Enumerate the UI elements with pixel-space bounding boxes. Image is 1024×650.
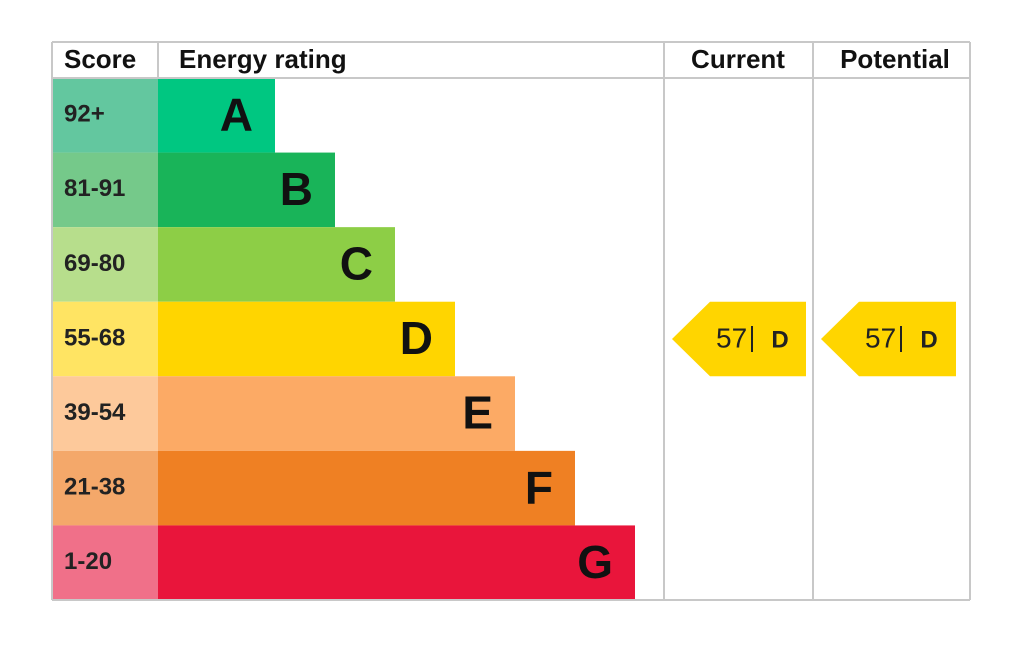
rating-bar (158, 152, 335, 228)
rating-letter: F (525, 461, 553, 513)
score-header: Score (64, 44, 136, 74)
rating-value: 57 (865, 322, 896, 353)
score-cell (52, 525, 158, 600)
score-cell (52, 450, 158, 526)
score-range: 92+ (64, 101, 105, 128)
rating-bar (158, 376, 515, 451)
rating-value: 57 (716, 322, 747, 353)
score-cell (52, 227, 158, 302)
rating-letter-small: D (920, 326, 937, 353)
score-range: 21-38 (64, 473, 125, 500)
rating-bar (158, 525, 635, 600)
current-header: Current (691, 44, 785, 74)
score-range: 69-80 (64, 250, 125, 277)
rating-letter: D (400, 312, 433, 364)
rating-bar (158, 78, 275, 153)
rating-bar (158, 450, 575, 526)
rating-letter: G (577, 536, 613, 588)
rating-bar (158, 227, 395, 302)
rating-letter: B (280, 163, 313, 215)
score-cell (52, 78, 158, 153)
score-cell (52, 301, 158, 377)
rating-arrow (821, 301, 956, 377)
rating-letter: A (220, 88, 253, 140)
rating-letter: C (340, 238, 373, 290)
score-cell (52, 152, 158, 228)
rating-arrow (672, 301, 806, 377)
rating-bar (158, 301, 455, 377)
score-range: 55-68 (64, 324, 125, 351)
rating-header: Energy rating (179, 44, 347, 74)
score-cell (52, 376, 158, 451)
score-range: 1-20 (64, 548, 112, 575)
score-range: 39-54 (64, 399, 126, 426)
score-range: 81-91 (64, 175, 125, 202)
potential-header: Potential (840, 44, 950, 74)
rating-letter: E (462, 387, 493, 439)
rating-letter-small: D (771, 326, 788, 353)
